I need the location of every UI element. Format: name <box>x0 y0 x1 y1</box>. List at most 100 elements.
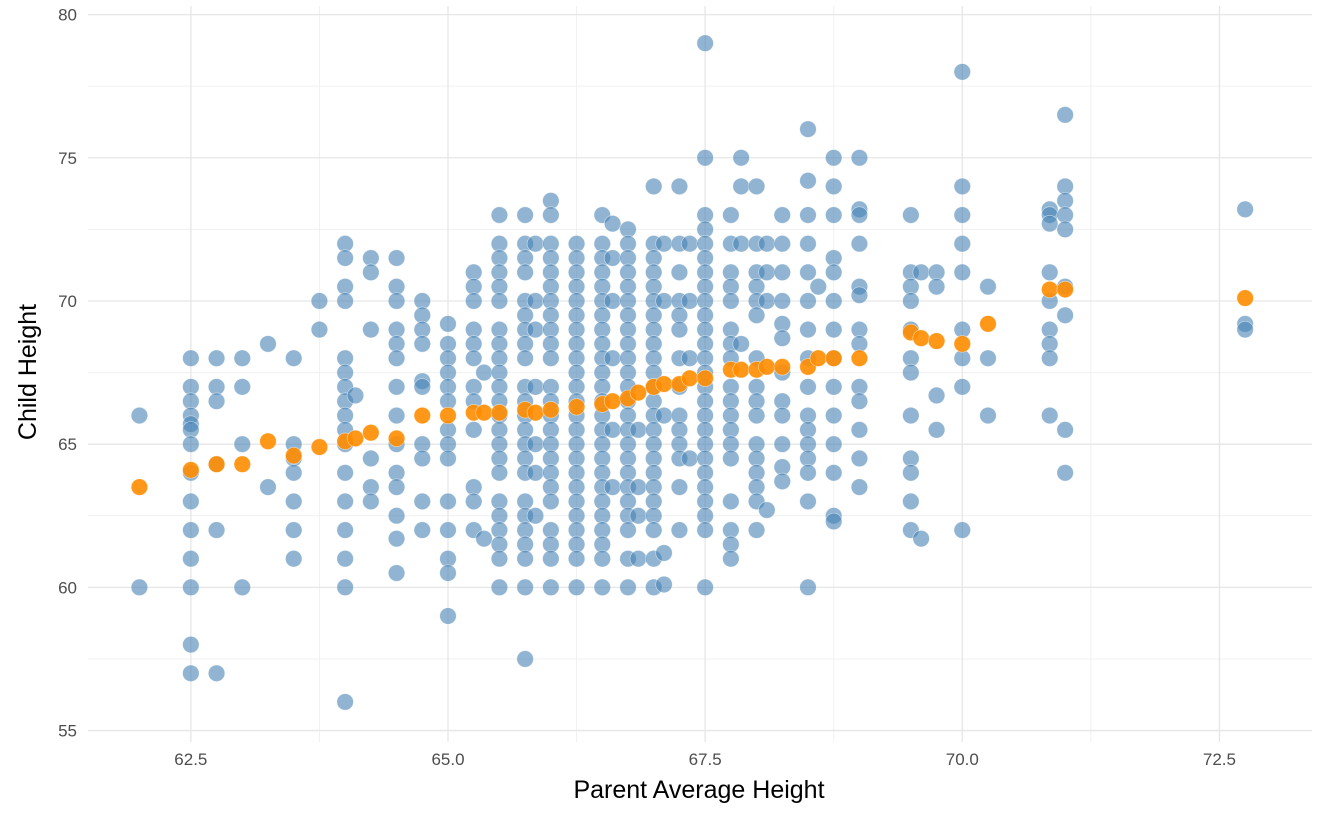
scatter-point <box>799 263 817 281</box>
scatter-point <box>799 492 817 511</box>
scatter-point <box>182 550 200 568</box>
scatter-point <box>655 544 673 562</box>
scatter-point <box>1041 349 1059 367</box>
scatter-point <box>645 177 663 196</box>
scatter-point <box>747 177 766 196</box>
scatter-point <box>603 421 622 439</box>
scatter-point <box>336 693 354 711</box>
scatter-point <box>207 349 226 367</box>
scatter-point <box>387 292 406 310</box>
scatter-point <box>732 335 750 353</box>
scatter-point <box>773 292 791 310</box>
scatter-point <box>259 478 277 496</box>
scatter-point <box>912 263 930 281</box>
y-tick-label: 80 <box>58 6 77 25</box>
scatter-point <box>979 278 997 296</box>
scatter-point <box>758 235 776 253</box>
scatter-point <box>387 378 406 396</box>
scatter-point <box>346 386 365 405</box>
scatter-point <box>629 478 647 496</box>
scatter-point <box>526 507 545 525</box>
scatter-point <box>953 206 971 224</box>
scatter-point <box>310 320 329 339</box>
scatter-point <box>542 206 560 224</box>
scatter-point <box>336 292 354 310</box>
scatter-point <box>233 349 251 367</box>
scatter-point <box>722 492 740 511</box>
mean-point <box>603 392 622 410</box>
scatter-point <box>439 492 457 511</box>
scatter-point <box>475 363 493 382</box>
y-axis-title: Child Height <box>14 304 42 440</box>
mean-point <box>732 361 750 379</box>
scatter-point <box>465 292 483 310</box>
scatter-point <box>912 530 930 548</box>
scatter-point <box>809 278 827 296</box>
scatter-point <box>722 292 740 310</box>
scatter-point <box>953 263 971 281</box>
scatter-point <box>413 521 431 539</box>
scatter-point <box>526 378 545 396</box>
scatter-point <box>799 378 817 396</box>
scatter-point <box>747 306 766 324</box>
scatter-point <box>953 521 971 539</box>
scatter-point <box>825 464 843 482</box>
scatter-point <box>130 578 149 597</box>
scatter-point <box>542 349 560 367</box>
y-tick-label: 75 <box>58 149 77 168</box>
scatter-point <box>655 406 673 425</box>
scatter-point <box>439 607 457 625</box>
scatter-point <box>603 292 622 310</box>
scatter-point <box>465 421 483 439</box>
x-axis-tick-labels: 62.5 65.0 67.5 70.0 72.5 <box>174 750 1236 769</box>
scatter-point <box>490 464 509 482</box>
scatter-point <box>825 320 843 339</box>
scatter-point <box>182 492 200 511</box>
mean-point <box>758 358 776 376</box>
scatter-point <box>387 349 406 367</box>
scatter-point <box>629 507 647 525</box>
scatter-point <box>773 472 791 491</box>
fitted-average-points <box>130 280 1254 496</box>
scatter-point <box>732 149 750 167</box>
x-axis-title: Parent Average Height <box>573 776 824 804</box>
scatter-point <box>1041 214 1059 233</box>
mean-point <box>259 432 277 450</box>
child-height-points <box>130 34 1254 711</box>
scatter-point <box>387 530 406 548</box>
scatter-point <box>953 63 971 81</box>
mean-point <box>850 349 869 367</box>
scatter-point <box>799 206 817 224</box>
scatter-point <box>490 206 509 224</box>
scatter-point <box>747 406 766 425</box>
scatter-point <box>825 378 843 396</box>
scatter-point <box>758 292 776 310</box>
scatter-point <box>1236 320 1254 339</box>
scatter-point <box>475 530 493 548</box>
scatter-point <box>1041 263 1059 281</box>
scatter-point <box>902 292 920 310</box>
mean-point <box>1041 280 1059 299</box>
mean-point <box>542 401 560 419</box>
scatter-point <box>413 335 431 353</box>
scatter-point <box>285 521 303 539</box>
data-points <box>130 34 1254 711</box>
mean-point <box>362 424 380 442</box>
x-tick-label: 70.0 <box>946 750 979 769</box>
mean-point <box>809 349 827 367</box>
scatter-point <box>1056 464 1074 482</box>
x-tick-label: 62.5 <box>174 750 207 769</box>
scatter-point <box>362 492 380 511</box>
scatter-point <box>526 464 545 482</box>
mean-point <box>773 358 791 376</box>
scatter-point <box>387 564 406 582</box>
scatter-point <box>696 149 714 167</box>
y-axis-tick-labels: 55 60 65 70 75 80 <box>58 6 77 741</box>
scatter-point <box>336 521 354 539</box>
scatter-point <box>799 120 817 138</box>
mean-point <box>953 335 971 353</box>
scatter-point <box>233 435 251 453</box>
scatter-point <box>336 492 354 511</box>
scatter-point <box>542 550 560 568</box>
scatter-point <box>387 406 406 425</box>
